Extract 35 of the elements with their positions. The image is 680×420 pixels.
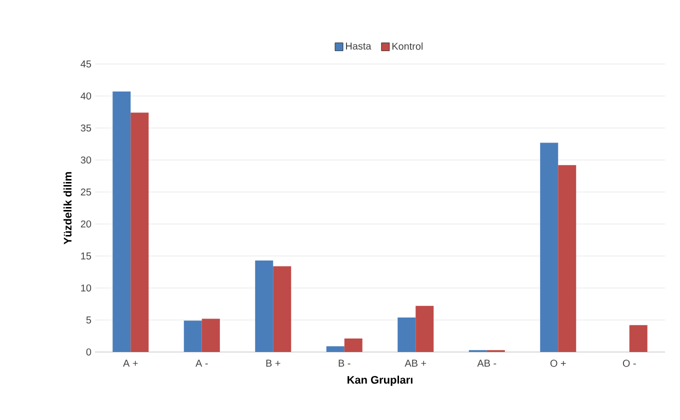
y-tick-label: 45 — [80, 60, 92, 68]
y-tick-label: 25 — [80, 188, 92, 196]
x-tick-label: A - — [196, 360, 208, 367]
bar — [344, 338, 362, 352]
x-axis-title: Kan Grupları — [348, 376, 412, 386]
bar — [255, 260, 274, 352]
bar — [184, 320, 202, 352]
y-tick-label: 5 — [86, 316, 92, 324]
y-tick-label: 30 — [80, 156, 92, 164]
bar — [112, 92, 131, 352]
bar — [540, 142, 558, 352]
y-tick-label: 20 — [80, 220, 92, 228]
y-axis-title: Yüzdelik dilim — [64, 172, 72, 244]
bar — [416, 306, 434, 352]
bar — [273, 266, 292, 352]
x-tick-label: B + — [266, 360, 280, 367]
bar — [629, 325, 648, 352]
bar — [202, 318, 220, 352]
x-tick-label: O - — [622, 360, 636, 367]
y-tick-label: 15 — [81, 252, 92, 260]
x-tick-label: AB - — [477, 360, 496, 367]
legend-label: Kontrol — [392, 42, 423, 50]
legend-label: Hasta — [346, 42, 372, 50]
x-tick-label: O + — [550, 360, 566, 367]
bar — [326, 346, 344, 352]
y-tick-label: 35 — [80, 124, 92, 132]
y-tick-label: 0 — [86, 348, 92, 356]
x-tick-label: B - — [338, 360, 350, 367]
bar — [130, 112, 149, 352]
x-tick-label: AB + — [404, 360, 426, 367]
bar — [398, 317, 416, 352]
bar — [558, 165, 576, 352]
y-tick-label: 40 — [80, 92, 92, 100]
y-tick-label: 10 — [81, 284, 92, 292]
x-tick-label: A + — [123, 360, 138, 367]
